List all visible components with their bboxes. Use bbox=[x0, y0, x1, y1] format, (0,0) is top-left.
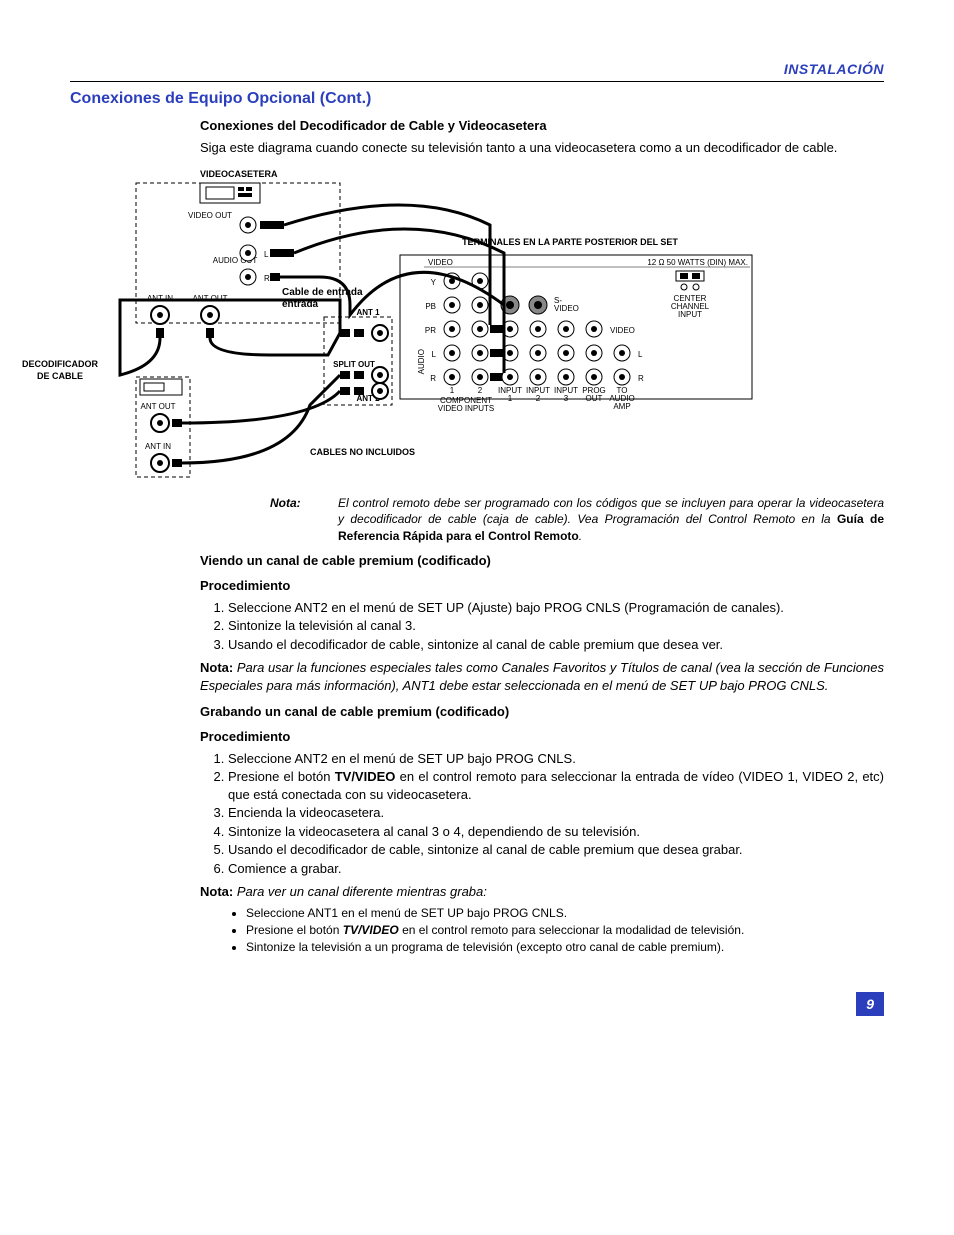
view-step-3: Usando el decodificador de cable, sinton… bbox=[228, 636, 884, 654]
note-body: El control remoto debe ser programado co… bbox=[338, 495, 884, 544]
rec2b: TV/VIDEO bbox=[335, 769, 396, 784]
header-bar: INSTALACIÓN bbox=[70, 60, 884, 82]
rec-steps: Seleccione ANT2 en el menú de SET UP baj… bbox=[200, 750, 884, 878]
header-section: INSTALACIÓN bbox=[784, 61, 884, 77]
note2-label: Nota: bbox=[200, 660, 233, 675]
note3-text: Para ver un canal diferente mientras gra… bbox=[237, 884, 487, 899]
label-video-out: VIDEO OUT bbox=[188, 211, 232, 220]
rec-step-5: Usando el decodificador de cable, sinton… bbox=[228, 841, 884, 859]
label-r-2: R bbox=[638, 374, 644, 383]
page-number: 9 bbox=[856, 992, 884, 1017]
label-l-row: L bbox=[432, 350, 437, 359]
label-svideo-2: VIDEO bbox=[554, 304, 579, 313]
label-component-2: VIDEO INPUTS bbox=[438, 404, 494, 413]
note1-a: El control remoto debe ser programado co… bbox=[338, 496, 884, 526]
label-cable-in: Cable de entrada bbox=[282, 287, 363, 298]
label-prog-2: OUT bbox=[586, 394, 603, 403]
view-step-1: Seleccione ANT2 en el menú de SET UP (Aj… bbox=[228, 599, 884, 617]
rec-step-3: Encienda la videocasetera. bbox=[228, 804, 884, 822]
note3-b1: Seleccione ANT1 en el menú de SET UP baj… bbox=[246, 905, 884, 921]
heading-rec-proc: Procedimiento bbox=[200, 728, 884, 746]
label-spec: 12 Ω 50 WATTS (DIN) MAX. bbox=[647, 258, 748, 267]
label-ant1: ANT 1 bbox=[356, 308, 380, 317]
label-not-included: CABLES NO INCLUIDOS bbox=[310, 447, 415, 457]
n3b2b: TV/VIDEO bbox=[343, 923, 399, 937]
label-l-2: L bbox=[638, 350, 643, 359]
label-center-3: INPUT bbox=[678, 310, 702, 319]
label-comp2: 2 bbox=[478, 386, 483, 395]
label-l: L bbox=[264, 250, 269, 259]
note3-b3: Sintonize la televisión a un programa de… bbox=[246, 939, 884, 955]
label-comp1: 1 bbox=[450, 386, 455, 395]
label-in3b: 3 bbox=[564, 394, 569, 403]
label-video: VIDEO bbox=[428, 258, 453, 267]
rec2a: Presione el botón bbox=[228, 769, 335, 784]
note2: Nota: Para usar la funciones especiales … bbox=[200, 659, 884, 694]
label-ant-out-dec: ANT OUT bbox=[141, 402, 176, 411]
intro-text: Siga este diagrama cuando conecte su tel… bbox=[200, 139, 884, 157]
label-video-2: VIDEO bbox=[610, 326, 635, 335]
rec-step-1: Seleccione ANT2 en el menú de SET UP baj… bbox=[228, 750, 884, 768]
label-vcr: VIDEOCASETERA bbox=[200, 169, 278, 179]
label-audio-side: AUDIO bbox=[417, 349, 426, 374]
label-y: Y bbox=[431, 278, 437, 287]
view-steps: Seleccione ANT2 en el menú de SET UP (Aj… bbox=[200, 599, 884, 654]
note3: Nota: Para ver un canal diferente mientr… bbox=[200, 883, 884, 901]
rec-step-6: Comience a grabar. bbox=[228, 860, 884, 878]
subheading-conexiones: Conexiones del Decodificador de Cable y … bbox=[200, 117, 884, 135]
heading-view-proc: Procedimiento bbox=[200, 577, 884, 595]
label-decoder-1: DECODIFICADOR bbox=[22, 359, 98, 369]
n3b2c: en el control remoto para seleccionar la… bbox=[399, 923, 745, 937]
note2-text: Para usar la funciones especiales tales … bbox=[200, 660, 884, 693]
label-ant-in-dec: ANT IN bbox=[145, 442, 171, 451]
note1-c: . bbox=[579, 529, 582, 543]
label-split-out: SPLIT OUT bbox=[333, 360, 375, 369]
label-pr: PR bbox=[425, 326, 436, 335]
rec-step-4: Sintonize la videocasetera al canal 3 o … bbox=[228, 823, 884, 841]
note3-bullets: Seleccione ANT1 en el menú de SET UP baj… bbox=[200, 905, 884, 956]
label-r: R bbox=[264, 274, 270, 283]
connection-diagram: VIDEOCASETERA VIDEO OUT AUDIO OUT L R AN… bbox=[10, 165, 884, 490]
heading-view: Viendo un canal de cable premium (codifi… bbox=[200, 552, 884, 570]
note-remote: Nota: El control remoto debe ser program… bbox=[270, 495, 884, 544]
label-decoder-2: DE CABLE bbox=[37, 371, 83, 381]
note3-label: Nota: bbox=[200, 884, 233, 899]
label-amp-3: AMP bbox=[613, 402, 630, 411]
label-in2b: 2 bbox=[536, 394, 541, 403]
label-back-terminals: TERMINALES EN LA PARTE POSTERIOR DEL SET bbox=[462, 237, 678, 247]
n3b2a: Presione el botón bbox=[246, 923, 343, 937]
view-step-2: Sintonize la televisión al canal 3. bbox=[228, 617, 884, 635]
section-title: Conexiones de Equipo Opcional (Cont.) bbox=[70, 88, 884, 110]
rec-step-2: Presione el botón TV/VIDEO en el control… bbox=[228, 768, 884, 803]
label-r-row: R bbox=[430, 374, 436, 383]
heading-rec: Grabando un canal de cable premium (codi… bbox=[200, 703, 884, 721]
label-in1b: 1 bbox=[508, 394, 513, 403]
note-label: Nota: bbox=[270, 495, 320, 544]
label-pb: PB bbox=[425, 302, 436, 311]
note3-b2: Presione el botón TV/VIDEO en el control… bbox=[246, 922, 884, 938]
